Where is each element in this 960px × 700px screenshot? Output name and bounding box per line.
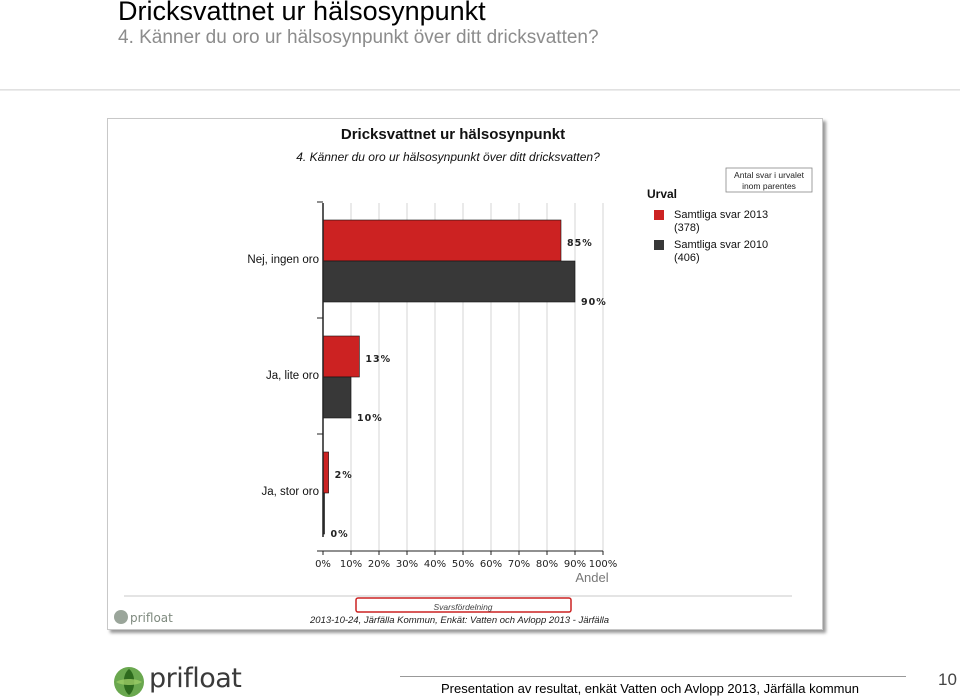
category-label: Nej, ingen oro — [247, 254, 319, 266]
x-tick-label: 10% — [340, 559, 362, 570]
legend-label-2013-line1: Samtliga svar 2013 — [674, 209, 768, 221]
data-label: 10% — [357, 413, 383, 424]
logo-wordmark: prifloat — [149, 663, 242, 694]
footer-logo: prifloat — [113, 663, 242, 699]
legend-title: Urval — [647, 187, 677, 201]
x-tick-label: 40% — [424, 559, 446, 570]
footer-text: Presentation av resultat, enkät Vatten o… — [441, 681, 859, 696]
chart-logo: prifloat — [114, 610, 173, 625]
legend-label-2010-line2: (406) — [674, 252, 700, 264]
category-label: Ja, stor oro — [261, 486, 319, 498]
category-label: Ja, lite oro — [266, 370, 319, 382]
data-label: 85% — [567, 238, 593, 249]
bar-2010 — [322, 376, 352, 419]
data-label: 13% — [365, 354, 391, 365]
legend: Antal svar i urvalet inom parentes Urval… — [647, 167, 813, 264]
footer-tab-box[interactable] — [355, 597, 572, 613]
footer-tab-label: Svarsfördelning — [433, 602, 492, 612]
legend-note-box — [725, 167, 813, 193]
x-axis-title: Andel — [575, 570, 608, 585]
x-tick-label: 20% — [368, 559, 390, 570]
chart: 0% 10% 20% 30% 40% 50% 60% 70% 80% 90% 100%85%90%N… — [114, 126, 813, 626]
x-tick-label: 30% — [396, 559, 418, 570]
x-tick-label: 70% — [508, 559, 530, 570]
chart-logo-text: prifloat — [130, 611, 173, 625]
chart-logo-icon — [114, 610, 128, 624]
slide-subtitle: 4. Känner du oro ur hälsosynpunkt över d… — [118, 27, 599, 48]
legend-note-line1: Antal svar i urvalet — [734, 170, 805, 180]
bar-2013 — [322, 219, 562, 262]
legend-swatch-2013 — [654, 210, 664, 220]
data-label: 90% — [581, 297, 607, 308]
data-label: 2% — [335, 470, 353, 481]
chart-subtitle: 4. Känner du oro ur hälsosynpunkt över d… — [296, 150, 600, 164]
bar-2013 — [322, 335, 360, 378]
label-layer: 0% 10% 20% 30% 40% 50% 60% 70% 80% 90% 100%85%90%N… — [247, 238, 617, 570]
legend-label-2013-line2: (378) — [674, 222, 700, 234]
legend-label-2010-line1: Samtliga svar 2010 — [674, 239, 768, 251]
page-number: 10 — [938, 670, 957, 689]
bar-2010 — [322, 260, 576, 303]
logo-icon — [114, 667, 144, 697]
slide-title: Dricksvattnet ur hälsosynpunkt — [118, 0, 486, 26]
legend-note-line2: inom parentes — [742, 181, 796, 191]
x-tick-label: 90% — [564, 559, 586, 570]
legend-swatch-2010 — [654, 240, 664, 250]
bar-2013 — [322, 451, 329, 494]
chart-source-text: 2013-10-24, Järfälla Kommun, Enkät: Vatt… — [309, 615, 609, 626]
bar-layer — [322, 219, 576, 535]
axis-layer — [322, 203, 603, 552]
title-divider — [0, 89, 960, 91]
data-label: 0% — [331, 529, 349, 540]
x-tick-label: 100% — [589, 559, 618, 570]
chart-frame: 0% 10% 20% 30% 40% 50% 60% 70% 80% 90% 100% 85% 90% N… — [107, 118, 823, 630]
chart-title: Dricksvattnet ur hälsosynpunkt — [341, 126, 565, 143]
x-tick-label: 80% — [536, 559, 558, 570]
x-tick-label: 0% — [315, 559, 331, 570]
footer-divider — [400, 676, 906, 677]
x-tick-label: 60% — [480, 559, 502, 570]
x-tick-label: 50% — [452, 559, 474, 570]
